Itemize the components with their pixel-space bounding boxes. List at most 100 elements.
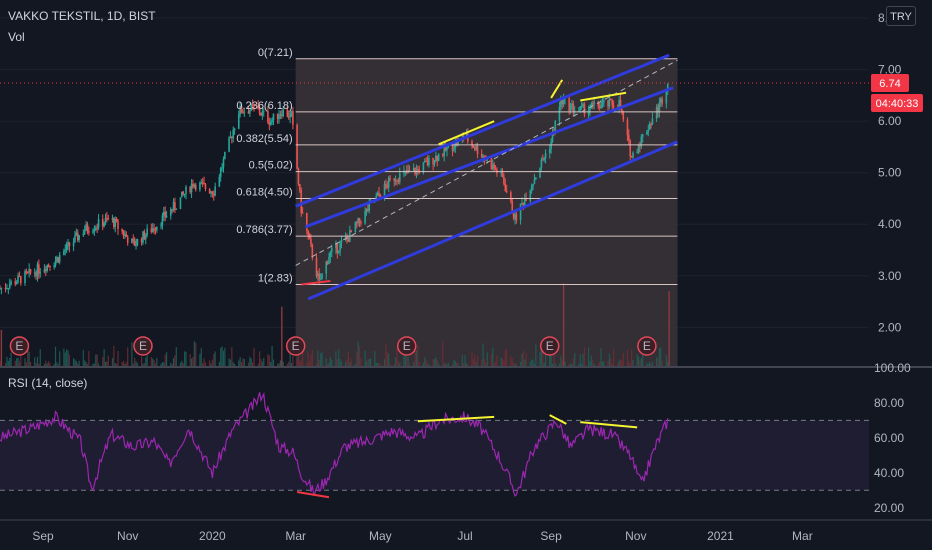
candle-2019-10-21: [111, 217, 114, 220]
candle-2020-04-10: [350, 230, 353, 233]
candle-2019-10-29: [122, 231, 125, 236]
volume-bar-2020-09-08: [560, 355, 562, 366]
candle-2020-02-07: [262, 111, 265, 113]
candle-2020-06-03: [425, 160, 427, 162]
volume-bar-2020-04-21: [365, 361, 368, 366]
candle-2020-04-03: [340, 240, 343, 243]
volume-bar-2020-05-20: [406, 356, 408, 366]
candle-2020-04-02: [339, 242, 341, 251]
volume-bar-2020-02-17: [277, 363, 279, 366]
candle-2020-03-02: [296, 124, 298, 169]
candle-2020-10-27: [628, 135, 630, 141]
candle-2020-11-12: [650, 124, 652, 126]
volume-bar-2020-07-27: [500, 357, 502, 366]
volume-bar-2020-03-10: [307, 351, 309, 366]
volume-bar-2020-05-28: [417, 345, 419, 366]
channel-line-upper[interactable]: [295, 53, 670, 208]
candle-2020-11-04: [639, 145, 641, 147]
candle-2020-06-12: [437, 154, 440, 161]
earnings-marker-2[interactable]: E: [285, 336, 306, 356]
earnings-marker-0[interactable]: E: [9, 336, 30, 356]
volume-bar-2020-03-27: [331, 360, 333, 366]
volume-bar-2019-09-23: [72, 358, 75, 366]
earnings-marker-3[interactable]: E: [396, 336, 417, 356]
volume-bar-2019-10-10: [96, 354, 98, 366]
volume-bar-2020-10-22: [621, 360, 623, 366]
volume-bar-2020-05-14: [397, 361, 400, 366]
candle-2020-10-15: [611, 100, 613, 106]
volume-bar-2020-07-21: [492, 347, 494, 366]
trend-channel[interactable]: [295, 53, 679, 301]
volume-legend[interactable]: Vol: [8, 30, 25, 44]
price-annotation-3[interactable]: [301, 279, 331, 286]
candle-2020-07-27: [500, 171, 502, 174]
volume-bar-2020-03-05: [300, 361, 302, 366]
currency-button[interactable]: TRY: [886, 6, 916, 26]
candle-2020-02-21: [282, 109, 284, 116]
earnings-marker-4[interactable]: E: [539, 336, 560, 356]
fib-label-5: 0.786(3.77): [236, 224, 292, 236]
volume-bar-2019-09-20: [68, 354, 71, 366]
earnings-marker-1[interactable]: E: [133, 336, 153, 356]
countdown-tag-bg: [871, 93, 923, 112]
candle-2020-04-16: [358, 218, 361, 222]
volume-bar-2020-02-10: [267, 354, 269, 366]
price-annotation-2[interactable]: [580, 91, 627, 102]
channel-line-lower[interactable]: [307, 140, 679, 301]
volume-bar-2020-03-17: [317, 350, 319, 366]
rsi-legend[interactable]: RSI (14, close): [8, 376, 88, 390]
candle-2020-09-21: [578, 110, 580, 112]
candle-2020-08-26: [541, 159, 544, 161]
volume-bar-2019-09-05: [47, 361, 50, 366]
fibonacci-retracement[interactable]: 0(7.21) 0.236(6.18) 0.382(5.54) 0.5(5.02) 0.…: [236, 47, 678, 286]
volume-bar-2020-02-19: [279, 360, 282, 366]
candle-2019-11-27: [163, 211, 165, 216]
candle-2020-08-27: [543, 157, 545, 160]
volume-bar-2019-11-19: [152, 358, 154, 366]
earnings-marker-5[interactable]: E: [637, 336, 657, 356]
volume-bar-2020-08-18: [531, 360, 533, 366]
candle-2019-09-09: [53, 265, 55, 268]
volume-bar-2020-01-30: [252, 362, 254, 366]
volume-bar-2019-09-13: [59, 351, 61, 366]
volume-bar-2020-08-04: [511, 358, 513, 366]
fib-label-1: 0.236(6.18): [236, 100, 292, 112]
volume-bar-2020-08-19: [532, 359, 534, 366]
volume-bar-2019-09-02: [43, 363, 46, 366]
volume-bar-2020-03-20: [321, 352, 323, 366]
volume-bar-2019-08-14: [17, 357, 19, 366]
candle-2020-01-14: [229, 136, 232, 138]
rsi-annotation-3[interactable]: [296, 491, 330, 499]
channel-line-middle[interactable]: [304, 86, 674, 229]
candle-2020-01-15: [231, 136, 233, 139]
volume-bar-2020-01-20: [238, 360, 240, 366]
volume-bar-2019-08-09: [10, 352, 12, 366]
rsi-annotation-0[interactable]: [417, 415, 495, 423]
volume-bar-2019-11-01: [127, 347, 129, 366]
symbol-legend[interactable]: VAKKO TEKSTIL, 1D, BIST: [8, 9, 156, 23]
volume-bar-2020-02-21: [282, 361, 284, 366]
candle-2020-03-17: [317, 273, 319, 277]
candle-2020-02-11: [268, 122, 271, 125]
price-annotation-0[interactable]: [438, 120, 495, 146]
candle-2020-02-17: [276, 113, 279, 119]
volume-bar-2019-08-13: [16, 358, 18, 366]
candle-2020-07-14: [482, 156, 484, 158]
price-tick-7.00: 7.00: [878, 63, 902, 77]
volume-bar-2019-11-21: [154, 363, 157, 366]
candle-2019-12-17: [190, 183, 193, 193]
rsi-annotation-2[interactable]: [580, 421, 638, 429]
rsi-annotation-1[interactable]: [549, 414, 567, 425]
volume-bar-2020-06-02: [424, 357, 426, 366]
volume-bar-2020-05-25: [413, 362, 415, 366]
volume-bar-2019-10-29: [122, 360, 125, 366]
candle-2020-08-25: [540, 159, 543, 168]
candle-2020-11-16: [655, 107, 658, 119]
volume-bar-2020-04-07: [346, 359, 348, 366]
volume-bar-2020-10-06: [599, 361, 601, 366]
candle-2020-01-29: [250, 104, 253, 111]
volume-bar-2020-02-28: [292, 355, 294, 366]
volume-bar-2020-06-23: [453, 359, 455, 366]
